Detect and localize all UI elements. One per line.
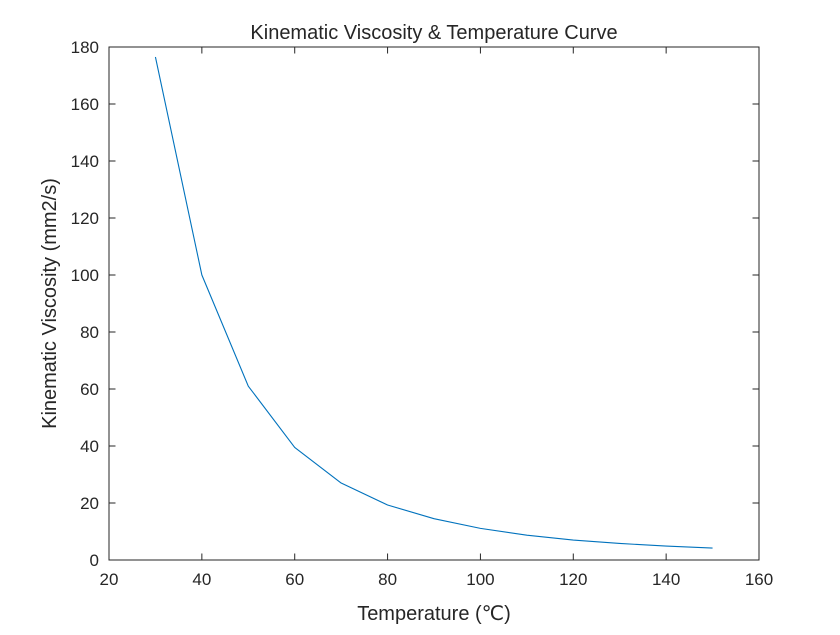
y-tick-label-0: 0: [90, 551, 99, 570]
plot-area-frame: [108, 46, 760, 561]
x-tick-label-160: 160: [745, 570, 773, 589]
y-tick-label-140: 140: [71, 152, 99, 171]
x-tick-label-80: 80: [378, 570, 397, 589]
chart-title: Kinematic Viscosity & Temperature Curve: [250, 22, 617, 44]
y-tick-label-20: 20: [80, 494, 99, 513]
y-tick-label-100: 100: [71, 266, 99, 285]
x-tick-label-20: 20: [100, 570, 119, 589]
x-axis: 20 40 60 80 100 120 140 160: [100, 47, 773, 589]
y-tick-label-40: 40: [80, 437, 99, 456]
y-axis: 0 20 40 60 80 100 120 140 160 180: [71, 38, 759, 570]
x-tick-label-120: 120: [559, 570, 587, 589]
series-line-0: [154, 56, 713, 549]
y-axis-label: Kinematic Viscosity (mm2/s): [39, 178, 61, 429]
x-tick-label-60: 60: [285, 570, 304, 589]
x-tick-label-40: 40: [192, 570, 211, 589]
y-tick-label-60: 60: [80, 380, 99, 399]
series-layer: [154, 56, 713, 549]
y-tick-label-80: 80: [80, 323, 99, 342]
x-tick-label-140: 140: [652, 570, 680, 589]
y-tick-label-180: 180: [71, 38, 99, 57]
y-tick-label-120: 120: [71, 209, 99, 228]
x-axis-label: Temperature (℃): [357, 603, 511, 625]
x-tick-label-100: 100: [466, 570, 494, 589]
y-tick-label-160: 160: [71, 95, 99, 114]
